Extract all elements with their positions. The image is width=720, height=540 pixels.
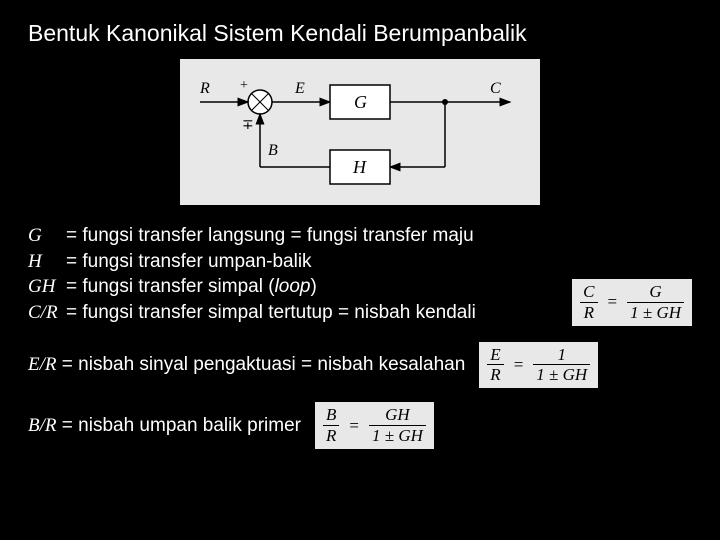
def-gh: GH = fungsi transfer simpal (loop): [28, 274, 558, 300]
block-h-label: H: [352, 157, 367, 177]
formula-er-lhs-den: R: [487, 366, 503, 384]
formula-br-lhs: B R: [323, 406, 339, 445]
formula-er: E R = 1 1 ± GH: [479, 342, 598, 389]
block-g-label: G: [354, 92, 367, 112]
formula-er-lhs-num: E: [487, 346, 503, 364]
ratio-br-text: = nisbah umpan balik primer: [57, 415, 302, 436]
def-gh-text-post: ): [310, 274, 316, 300]
def-g: G = fungsi transfer langsung = fungsi tr…: [28, 223, 558, 249]
ratio-er-text: = nisbah sinyal pengaktuasi = nisbah kes…: [57, 354, 466, 375]
signal-b-label: B: [268, 142, 278, 159]
formula-br-rhs: GH 1 ± GH: [369, 406, 426, 445]
page-title: Bentuk Kanonikal Sistem Kendali Berumpan…: [28, 20, 692, 47]
definitions-list: G = fungsi transfer langsung = fungsi tr…: [28, 223, 558, 326]
equals-sign: =: [608, 292, 618, 312]
formula-er-rhs-num: 1: [554, 346, 569, 364]
def-cr-text: = fungsi transfer simpal tertutup = nisb…: [66, 300, 476, 326]
ratio-er-label: E/R = nisbah sinyal pengaktuasi = nisbah…: [28, 354, 465, 376]
def-g-symbol: G: [28, 223, 66, 249]
formula-er-rhs-den: 1 ± GH: [533, 366, 590, 384]
def-g-text: = fungsi transfer langsung = fungsi tran…: [66, 223, 474, 249]
def-cr: C/R = fungsi transfer simpal tertutup = …: [28, 300, 558, 326]
def-cr-symbol: C/R: [28, 300, 66, 326]
feedback-diagram-svg: R + ∓ E G C H B: [190, 67, 530, 197]
formula-cr-rhs-num: G: [646, 283, 664, 301]
block-diagram: R + ∓ E G C H B: [180, 59, 540, 205]
formula-er-rhs: 1 1 ± GH: [533, 346, 590, 385]
formula-br-lhs-den: R: [323, 427, 339, 445]
minusplus-sign: ∓: [242, 118, 254, 133]
signal-c-label: C: [490, 80, 501, 97]
formula-er-lhs: E R: [487, 346, 503, 385]
def-gh-text-pre: = fungsi transfer simpal (: [66, 274, 275, 300]
ratio-br-label: B/R = nisbah umpan balik primer: [28, 415, 301, 437]
signal-r-label: R: [199, 80, 210, 97]
formula-cr-lhs: C R: [580, 283, 597, 322]
def-h-text: = fungsi transfer umpan-balik: [66, 249, 312, 275]
formula-cr-rhs-den: 1 ± GH: [627, 304, 684, 322]
def-h: H = fungsi transfer umpan-balik: [28, 249, 558, 275]
ratio-er-symbol: E/R: [28, 354, 57, 375]
signal-e-label: E: [294, 80, 305, 97]
def-gh-text-italic: loop: [275, 274, 311, 300]
formula-br-lhs-num: B: [323, 406, 339, 424]
formula-br-rhs-num: GH: [382, 406, 413, 424]
equals-sign: =: [514, 355, 524, 375]
ratio-er-row: E/R = nisbah sinyal pengaktuasi = nisbah…: [28, 342, 692, 389]
def-gh-symbol: GH: [28, 274, 66, 300]
formula-cr-rhs: G 1 ± GH: [627, 283, 684, 322]
formula-br-rhs-den: 1 ± GH: [369, 427, 426, 445]
formula-cr: C R = G 1 ± GH: [572, 279, 692, 326]
equals-sign: =: [349, 416, 359, 436]
ratio-br-row: B/R = nisbah umpan balik primer B R = GH…: [28, 402, 692, 449]
formula-br: B R = GH 1 ± GH: [315, 402, 434, 449]
formula-cr-lhs-num: C: [580, 283, 597, 301]
formula-cr-lhs-den: R: [581, 304, 597, 322]
plus-sign: +: [240, 78, 248, 93]
ratio-br-symbol: B/R: [28, 415, 57, 436]
def-h-symbol: H: [28, 249, 66, 275]
